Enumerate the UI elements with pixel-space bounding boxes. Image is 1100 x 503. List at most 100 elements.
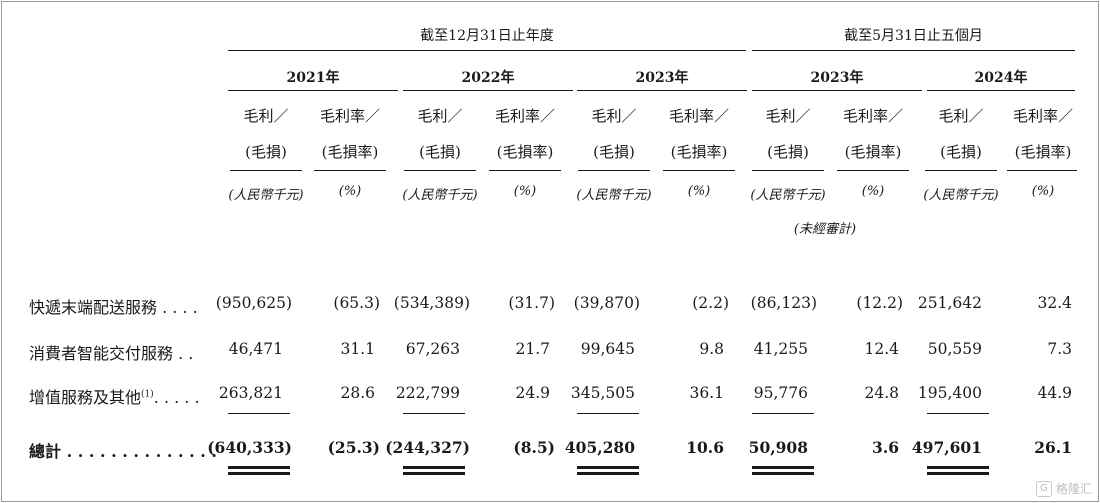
table-cell: (950,625) [215,294,292,312]
total-double-rule [577,466,639,469]
header-line: (毛損) [767,143,809,161]
header-rule [837,170,909,171]
total-double-rule [403,466,465,469]
unit-rmb-thousand: (人民幣千元) [750,188,826,203]
leader-dots: . . . . . [153,388,200,407]
table-cell: 31.1 [340,340,375,358]
table-cell: 99,645 [580,340,635,358]
header-line: 毛利率／ [1012,107,1073,125]
period-header-five-months: 截至5月31日止五個月 [844,28,983,44]
total-double-rule [752,466,814,469]
gross-margin-header: 毛利率／ (毛損率) [1003,98,1083,170]
table-cell: (534,389) [393,294,470,312]
row-label-total: 總計 . . . . . . . . . . . . . . [29,442,217,461]
header-line: (毛損率) [496,143,554,161]
table-cell-total: (25.3) [327,438,380,457]
table-cell-total: 50,908 [748,438,808,457]
table-cell: 50,559 [927,340,982,358]
watermark-logo-icon: G [1035,480,1052,497]
unit-rmb-thousand: (人民幣千元) [923,188,999,203]
year-rule [228,90,398,91]
total-double-rule [228,472,290,475]
table-cell: 251,642 [917,294,982,312]
table-cell: 32.4 [1037,294,1072,312]
unit-percent: (%) [687,184,711,199]
gross-margin-header: 毛利率／ (毛損率) [310,98,390,170]
header-line: (毛損率) [844,143,902,161]
header-line: (毛損) [593,143,635,161]
table-cell-total: (244,327) [385,438,470,457]
header-line: 毛利率／ [494,107,555,125]
table-cell: 12.4 [864,340,899,358]
table-cell: 46,471 [228,340,283,358]
subtotal-rule [752,413,814,414]
table-cell: 67,263 [405,340,460,358]
table-cell: (86,123) [750,294,817,312]
table-cell: (2.2) [692,294,729,312]
year-header: 2024年 [974,70,1028,86]
table-cell: (12.2) [856,294,903,312]
year-header: 2023年 [810,70,864,86]
year-rule [403,90,573,91]
subtotal-rule [228,413,290,414]
year-rule [577,90,747,91]
year-header: 2023年 [635,70,689,86]
unit-rmb-thousand: (人民幣千元) [402,188,478,203]
subtotal-rule [927,413,989,414]
header-line: (毛損) [419,143,461,161]
total-double-rule [927,466,989,469]
gross-profit-header: 毛利／ (毛損) [921,98,1001,170]
unit-percent: (%) [861,184,885,199]
header-rule [1007,170,1077,171]
header-line: (毛損率) [1014,143,1072,161]
header-line: 毛利／ [591,107,637,125]
header-line: 毛利率／ [319,107,380,125]
period-rule-annual [228,50,746,51]
table-cell: 44.9 [1037,384,1072,402]
table-cell: 21.7 [515,340,550,358]
table-cell-total: 3.6 [872,438,899,457]
row-label-value-added: 增值服務及其他(1). . . . . [29,384,200,408]
header-line: 毛利／ [765,107,811,125]
header-rule [663,170,735,171]
header-rule [925,170,997,171]
header-line: (毛損率) [321,143,379,161]
header-line: (毛損率) [670,143,728,161]
year-rule [752,90,922,91]
gross-margin-header: 毛利率／ (毛損率) [833,98,913,170]
table-cell-total: (8.5) [513,438,555,457]
unit-percent: (%) [1031,184,1055,199]
table-cell: 9.8 [699,340,724,358]
period-rule-five-months [752,50,1075,51]
table-cell: 195,400 [917,384,982,402]
header-line: 毛利／ [417,107,463,125]
total-double-rule [577,472,639,475]
table-cell: 263,821 [218,384,283,402]
table-cell-total: 26.1 [1034,438,1072,457]
total-double-rule [403,472,465,475]
header-line: (毛損) [245,143,287,161]
header-rule [752,170,824,171]
row-label-consumer-smart-delivery: 消費者智能交付服務 . . [29,344,194,363]
unaudited-note: (未經審計) [793,222,857,237]
year-rule [927,90,1075,91]
table-cell: (39,870) [573,294,640,312]
header-rule [578,170,650,171]
gross-margin-header: 毛利率／ (毛損率) [659,98,739,170]
table-cell: 345,505 [570,384,635,402]
total-double-rule [927,472,989,475]
subtotal-rule [577,413,639,414]
gross-profit-header: 毛利／ (毛損) [574,98,654,170]
unit-rmb-thousand: (人民幣千元) [228,188,304,203]
header-line: 毛利率／ [668,107,729,125]
row-label-express-delivery: 快遞末端配送服務 . . . . [29,298,198,317]
header-rule [314,170,386,171]
row-label-text: 增值服務及其他 [29,388,142,407]
unit-rmb-thousand: (人民幣千元) [576,188,652,203]
watermark: G 格隆汇 [1035,480,1092,497]
table-cell: 24.8 [864,384,899,402]
unit-percent: (%) [513,184,537,199]
table-cell: 41,255 [753,340,808,358]
table-cell: 36.1 [689,384,724,402]
